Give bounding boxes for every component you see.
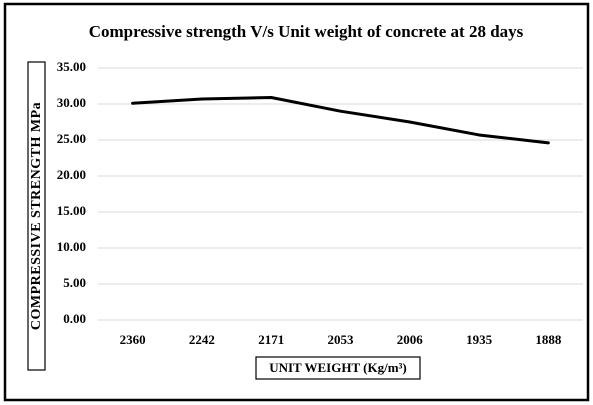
x-tick-label: 2242 <box>189 332 215 347</box>
y-tick-label: 10.00 <box>57 239 86 254</box>
x-label-box <box>255 356 421 380</box>
chart-title: Compressive strength V/s Unit weight of … <box>89 22 524 41</box>
y-axis-label: COMPRESSIVE STRENGTH MPa <box>29 102 44 330</box>
y-label-box <box>27 61 46 371</box>
y-tick-label: 35.00 <box>57 59 86 74</box>
x-tick-label: 1888 <box>535 332 562 347</box>
data-line <box>131 96 550 145</box>
y-tick-label: 0.00 <box>63 311 86 326</box>
x-tick-label: 2360 <box>120 332 146 347</box>
x-tick-label: 1935 <box>466 332 493 347</box>
chart-frame <box>3 2 590 402</box>
y-tick-label: 15.00 <box>57 203 86 218</box>
y-tick-label: 5.00 <box>63 275 86 290</box>
y-tick-label: 20.00 <box>57 167 86 182</box>
x-tick-label: 2053 <box>328 332 355 347</box>
x-tick-label: 2171 <box>258 332 284 347</box>
y-tick-label: 30.00 <box>57 95 86 110</box>
x-tick-label: 2006 <box>397 332 424 347</box>
y-tick-label: 25.00 <box>57 131 86 146</box>
x-axis-label: UNIT WEIGHT (Kg/m³) <box>269 360 407 375</box>
